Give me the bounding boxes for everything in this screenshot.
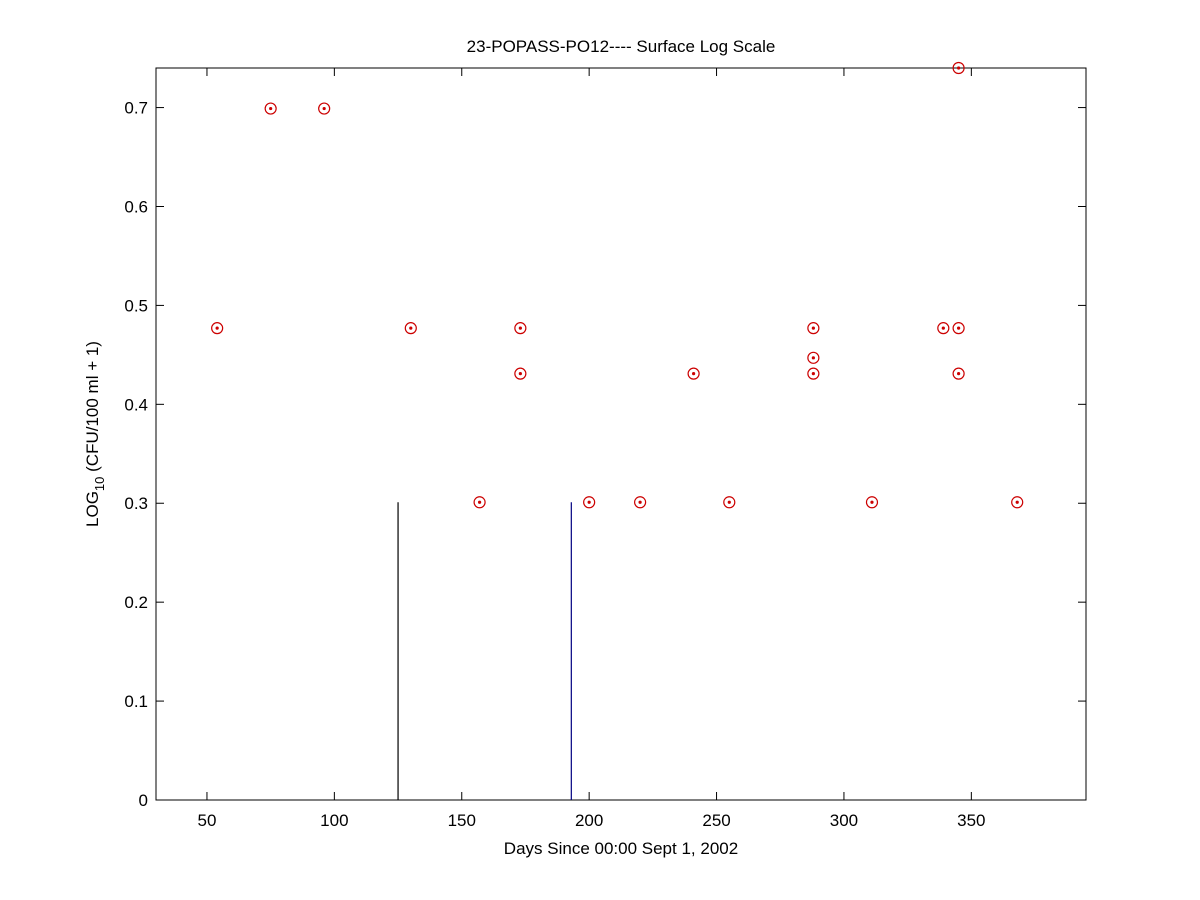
data-point-dot <box>870 500 874 504</box>
data-point-ring <box>687 367 700 380</box>
data-point <box>1011 496 1024 509</box>
x-tick-label: 200 <box>575 811 603 830</box>
data-point-ring <box>264 102 277 115</box>
y-tick-label: 0 <box>139 791 148 810</box>
data-point <box>473 496 486 509</box>
x-tick-label: 350 <box>957 811 985 830</box>
data-point <box>583 496 596 509</box>
x-tick-label: 150 <box>448 811 476 830</box>
data-point-ring <box>807 351 820 364</box>
data-point <box>952 61 965 75</box>
data-point-dot <box>811 356 815 360</box>
data-point-ring <box>723 496 736 509</box>
data-point <box>514 322 527 335</box>
data-point-ring <box>952 61 965 75</box>
y-axis-title-main: LOG <box>83 491 102 527</box>
data-point-ring <box>807 367 820 380</box>
plot-area <box>155 67 1087 801</box>
x-axis-title: Days Since 00:00 Sept 1, 2002 <box>504 839 738 858</box>
y-axis-title-rest: (CFU/100 ml + 1) <box>83 341 102 477</box>
data-point-dot <box>692 372 696 376</box>
data-point <box>952 322 965 335</box>
data-point-dot <box>957 66 961 70</box>
data-point-dot <box>518 326 522 330</box>
data-point-ring <box>404 322 417 335</box>
y-axis-title: LOG10 (CFU/100 ml + 1) <box>83 341 107 527</box>
data-point-dot <box>957 326 961 330</box>
data-point <box>807 322 820 335</box>
y-axis-title-subscript: 10 <box>92 477 107 491</box>
data-point-ring <box>952 322 965 335</box>
data-point <box>211 322 224 335</box>
data-points <box>211 61 1024 509</box>
data-point-ring <box>1011 496 1024 509</box>
data-point-dot <box>518 372 522 376</box>
data-point-dot <box>638 500 642 504</box>
data-point <box>404 322 417 335</box>
data-point-dot <box>811 326 815 330</box>
y-tick-label: 0.2 <box>124 593 148 612</box>
data-point-dot <box>941 326 945 330</box>
data-point-ring <box>473 496 486 509</box>
data-point <box>865 496 879 509</box>
y-tick-label: 0.7 <box>124 99 148 118</box>
data-point-dot <box>269 106 273 111</box>
data-point <box>634 496 647 509</box>
data-point <box>952 367 965 380</box>
y-tick-label: 0.6 <box>124 197 148 216</box>
reference-lines <box>397 502 572 800</box>
data-point <box>514 367 527 380</box>
data-point-ring <box>952 367 965 380</box>
data-point <box>687 367 700 380</box>
data-point-ring <box>937 322 950 335</box>
data-point-ring <box>865 496 879 509</box>
data-point <box>264 102 277 115</box>
data-point-ring <box>634 496 647 509</box>
data-point-ring <box>318 102 331 115</box>
y-tick-label: 0.5 <box>124 296 148 315</box>
data-point <box>807 351 820 364</box>
x-tick-label: 100 <box>320 811 348 830</box>
data-point-dot <box>477 500 482 504</box>
data-point <box>807 367 820 380</box>
data-point-dot <box>587 500 591 504</box>
data-point-dot <box>322 106 326 111</box>
x-tick-label: 50 <box>197 811 216 830</box>
data-point-dot <box>957 372 961 376</box>
data-point-dot <box>1015 500 1019 504</box>
data-point-ring <box>514 367 527 380</box>
y-tick-label: 0.3 <box>124 494 148 513</box>
data-point-ring <box>211 322 224 335</box>
data-point <box>723 496 736 509</box>
data-point <box>318 102 331 115</box>
axis-ticks: 50 100 150 200 250 300 350 0 0.1 0.2 0.3 0.4 0.5 0.6 0… <box>124 68 1086 830</box>
data-point-ring <box>807 322 820 335</box>
data-point-dot <box>811 372 815 376</box>
data-point-ring <box>583 496 596 509</box>
y-tick-label: 0.1 <box>124 692 148 711</box>
x-tick-label: 300 <box>830 811 858 830</box>
chart-title: 23-POPASS-PO12---- Surface Log Scale <box>467 37 776 56</box>
data-point-dot <box>215 326 219 330</box>
y-tick-label: 0.4 <box>124 395 148 414</box>
data-point-dot <box>727 500 731 504</box>
data-point <box>937 322 950 335</box>
x-tick-label: 250 <box>702 811 730 830</box>
data-point-dot <box>409 326 413 330</box>
data-point-ring <box>514 322 527 335</box>
